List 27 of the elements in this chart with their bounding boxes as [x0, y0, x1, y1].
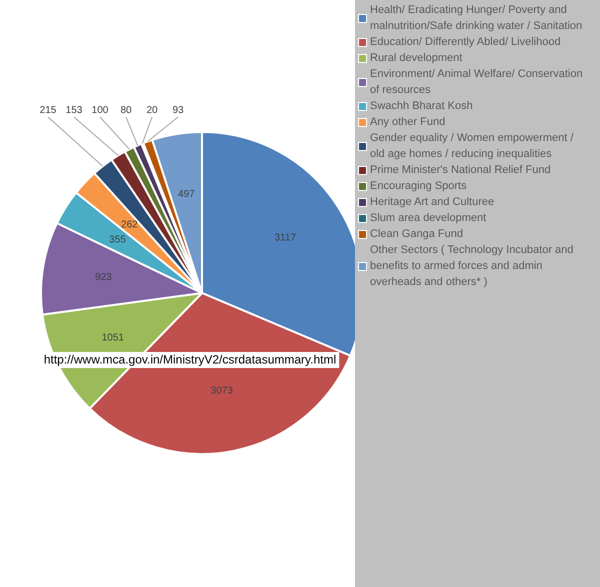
legend-label: Gender equality / Women empowerment / old age homes / reducing inequalities [370, 131, 574, 162]
legend-label: Education/ Differently Abled/ Livelihood [370, 35, 562, 50]
data-label: 20 [146, 104, 158, 116]
data-label: 153 [66, 104, 83, 116]
legend-label: Prime Minister's National Relief Fund [370, 163, 552, 178]
legend-label: Heritage Art and Culturee [370, 195, 496, 210]
legend-label: Any other Fund [370, 115, 446, 130]
text: http://www.mca.gov.in/MinistryV2/csrdatasummary.html [44, 352, 336, 366]
legend-label: Health/ Eradicating Hunger/ Poverty and malnutrition/Safe drinking water / Sanitation [370, 3, 584, 34]
data-label: 923 [95, 272, 112, 284]
data-label: 80 [120, 104, 132, 116]
legend-label: Clean Ganga Fund [370, 227, 464, 242]
legend-label: Slum area development [370, 211, 488, 226]
data-label: 497 [178, 189, 196, 200]
data-label: 215 [40, 104, 57, 116]
data-label: 355 [109, 234, 126, 246]
data-label: 262 [121, 219, 138, 230]
data-label: 1051 [102, 332, 124, 344]
legend-label: Encouraging Sports [370, 179, 468, 194]
legend-label: Rural development [370, 51, 464, 66]
data-label: 93 [172, 104, 184, 116]
legend-label: Environment/ Animal Welfare/ Conservation of resources [370, 67, 584, 98]
data-label: 3117 [274, 232, 296, 244]
legend-label: Other Sectors ( Technology Incubator and benefits to armed forces and admin overheads and others* ) [370, 243, 574, 290]
legend-label: Swachh Bharat Kosh [370, 99, 474, 114]
data-label: 3073 [210, 386, 234, 397]
data-label: 100 [92, 104, 109, 116]
